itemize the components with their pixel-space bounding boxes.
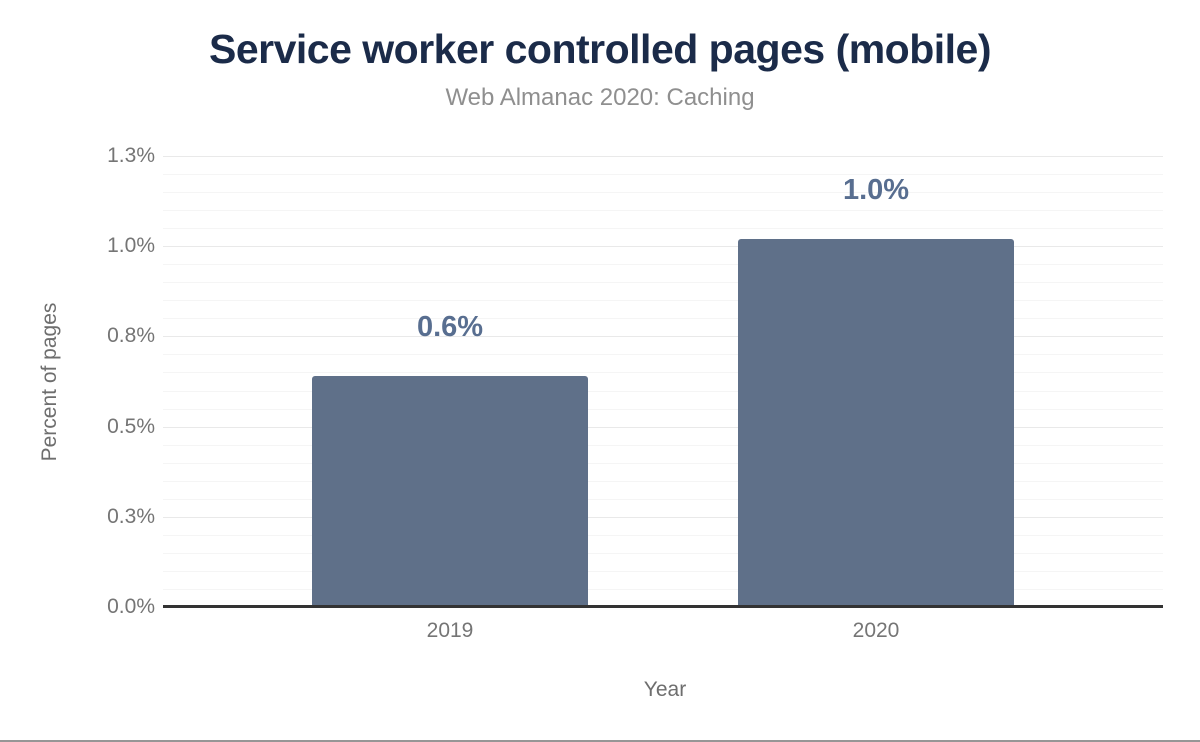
gridline-major bbox=[163, 516, 1163, 518]
gridline-minor bbox=[163, 300, 1163, 302]
x-axis-title: Year bbox=[643, 678, 687, 701]
gridline-minor bbox=[163, 318, 1163, 320]
gridline-minor bbox=[163, 444, 1163, 446]
y-tick-label: 0.8% bbox=[107, 324, 155, 348]
gridline-minor bbox=[163, 228, 1163, 230]
y-axis-title: Percent of pages bbox=[38, 302, 61, 462]
bar-value-label: 1.0% bbox=[842, 174, 910, 206]
bar-2019[interactable] bbox=[312, 376, 588, 607]
y-tick-label: 1.3% bbox=[107, 144, 155, 167]
gridline-major bbox=[163, 426, 1163, 428]
gridline-minor bbox=[163, 282, 1163, 284]
gridline-minor bbox=[163, 408, 1163, 410]
gridline-minor bbox=[163, 534, 1163, 536]
gridline-minor bbox=[163, 192, 1163, 194]
bar-value-label: 0.6% bbox=[416, 311, 484, 343]
gridline-minor bbox=[163, 264, 1163, 266]
gridline-minor bbox=[163, 498, 1163, 500]
gridline-major bbox=[163, 246, 1163, 248]
chart-subtitle: Web Almanac 2020: Caching bbox=[445, 84, 755, 111]
gridline-minor bbox=[163, 210, 1163, 212]
chart-title: Service worker controlled pages (mobile) bbox=[208, 26, 992, 72]
gridline-minor bbox=[163, 354, 1163, 356]
plot-area: 0.6% 1.0% bbox=[163, 140, 1163, 607]
gridline-minor bbox=[163, 588, 1163, 590]
gridline-minor bbox=[163, 570, 1163, 572]
gridline-major bbox=[163, 336, 1163, 338]
gridline-minor bbox=[163, 390, 1163, 392]
gridline-minor bbox=[163, 552, 1163, 554]
gridline-minor bbox=[163, 174, 1163, 176]
gridline-minor bbox=[163, 372, 1163, 374]
x-axis-baseline bbox=[163, 605, 1163, 608]
gridline-major bbox=[163, 156, 1163, 157]
gridline-minor bbox=[163, 462, 1163, 464]
x-tick-label: 2020 bbox=[852, 619, 900, 642]
y-tick-label: 1.0% bbox=[107, 234, 155, 258]
bar-2020[interactable] bbox=[738, 239, 1014, 607]
y-tick-label: 0.5% bbox=[107, 414, 155, 438]
gridline-minor bbox=[163, 480, 1163, 482]
y-tick-label: 0.0% bbox=[107, 595, 155, 618]
x-tick-label: 2019 bbox=[426, 619, 474, 642]
y-tick-label: 0.3% bbox=[107, 504, 155, 528]
